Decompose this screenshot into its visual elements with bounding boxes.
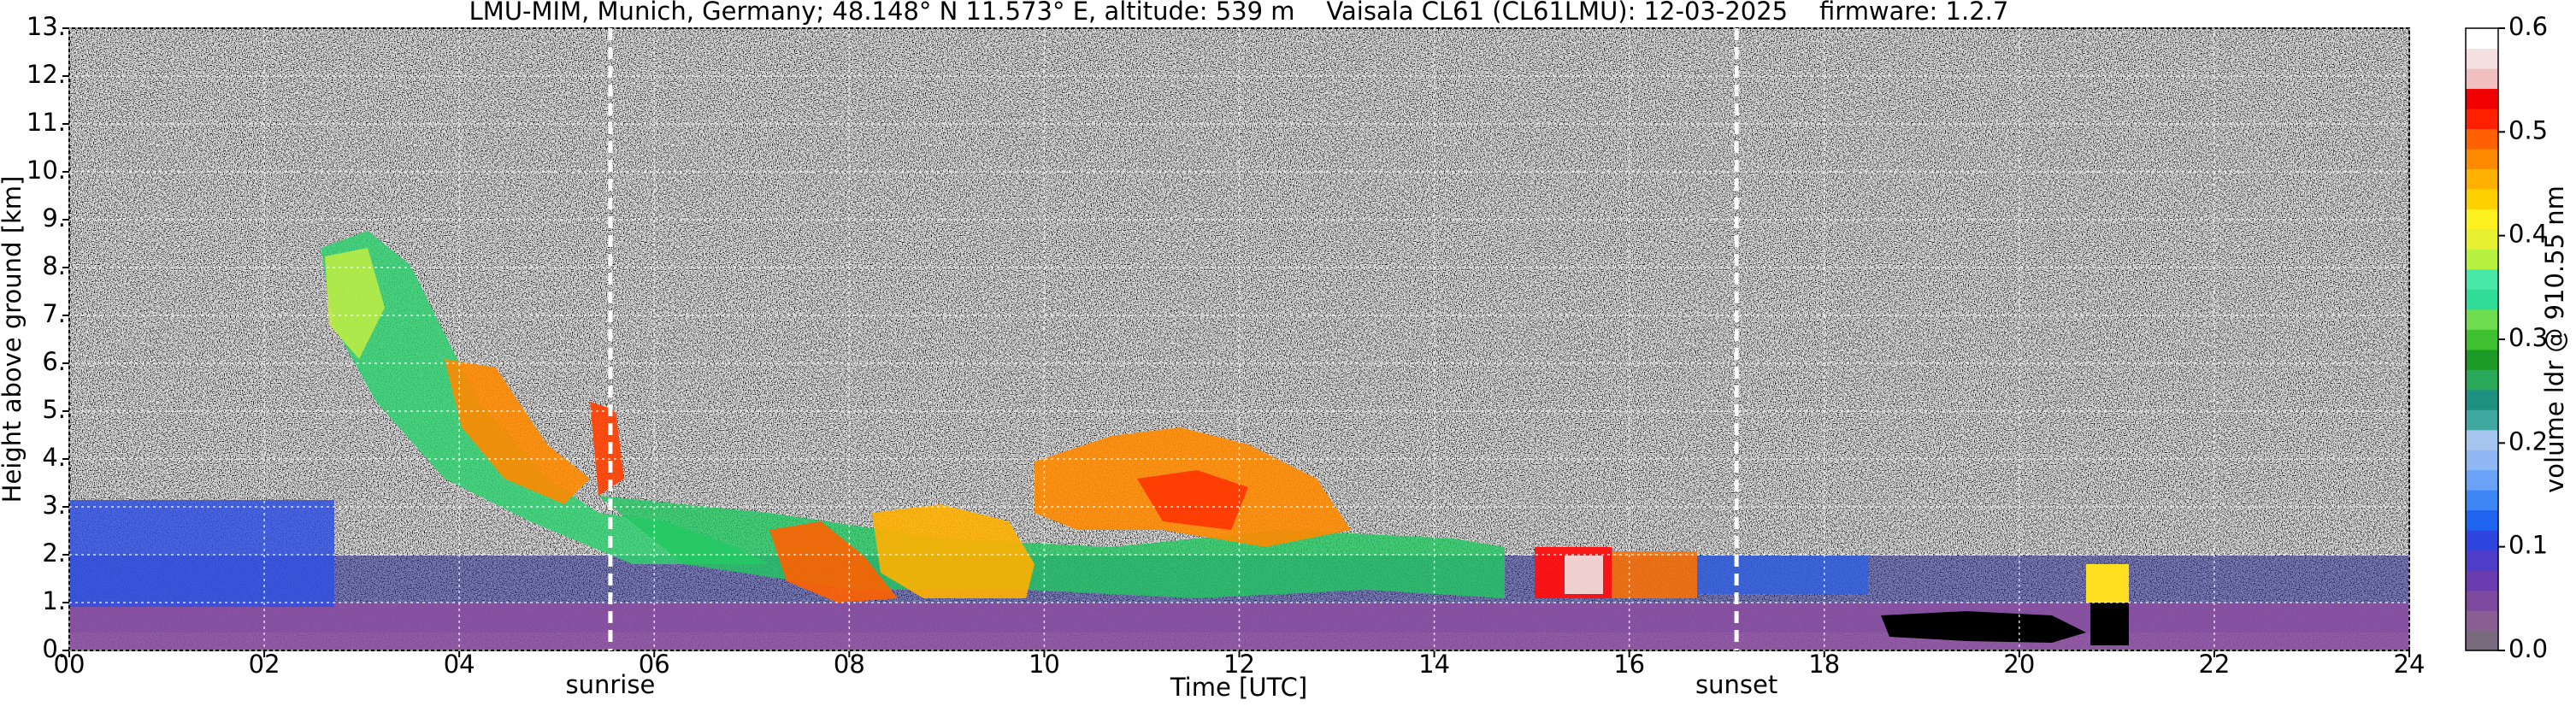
y-tick-label: 10. <box>27 156 66 185</box>
x-axis-label: Time [UTC] <box>1170 673 1307 702</box>
colorbar-tick-label: 0.1 <box>2508 531 2548 560</box>
low-cloud-core <box>1565 556 1603 594</box>
colorbar-segment <box>2466 369 2498 391</box>
x-tick-label: 02 <box>249 650 280 679</box>
cirrus-top <box>325 248 385 359</box>
cirrus-core <box>445 359 590 504</box>
colorbar-tick-label: 0.3 <box>2508 323 2548 352</box>
x-tick-label: 22 <box>2198 650 2230 679</box>
blocked <box>1881 611 2086 643</box>
colorbar-segment <box>2466 509 2498 531</box>
colorbar-segment <box>2466 209 2498 230</box>
colorbar-segment <box>2466 469 2498 491</box>
colorbar-segment <box>2466 530 2498 551</box>
x-tick-label: 20 <box>2003 650 2035 679</box>
colorbar-segment <box>2466 289 2498 310</box>
colorbar-segment <box>2466 570 2498 591</box>
y-tick-label: 8. <box>42 251 66 280</box>
patch <box>872 504 1035 598</box>
colorbar-segment <box>2466 108 2498 130</box>
colorbar-tick-label: 0.4 <box>2508 220 2548 249</box>
patch <box>769 521 898 603</box>
colorbar-segment <box>2466 309 2498 330</box>
x-tick-label: 24 <box>2394 650 2426 679</box>
chart-title: LMU-MIM, Munich, Germany; 48.148° N 11.5… <box>469 0 2009 26</box>
colorbar-segment <box>2466 389 2498 410</box>
colorbar-segment <box>2466 188 2498 209</box>
colorbar-segment <box>2466 128 2498 150</box>
cirrus <box>321 231 769 564</box>
y-tick-label: 9. <box>42 203 66 232</box>
colorbar-segment <box>2466 68 2498 90</box>
colorbar-tick-label: 0.5 <box>2508 115 2548 144</box>
x-tick-label: 12 <box>1223 650 1255 679</box>
colorbar-segment <box>2466 329 2498 350</box>
colorbar-segment <box>2466 249 2498 270</box>
colorbar-segment <box>2466 429 2498 450</box>
y-tick-label: 1. <box>42 586 66 615</box>
colorbar-segment <box>2466 450 2498 471</box>
low-cloud <box>1612 551 1697 598</box>
y-tick-label: 0. <box>42 634 66 663</box>
x-tick-label: 16 <box>1613 650 1645 679</box>
colorbar-segment <box>2466 88 2498 109</box>
y-tick-label: 6. <box>42 347 66 376</box>
colorbar-segment <box>2466 610 2498 632</box>
cirrus-fall <box>590 402 624 496</box>
colorbar-segment <box>2466 168 2498 190</box>
x-tick-label: 10 <box>1029 650 1060 679</box>
colorbar-segment <box>2466 268 2498 290</box>
colorbar-tick-label: 0.6 <box>2508 12 2548 41</box>
y-axis-label: Height above ground [km] <box>0 176 27 503</box>
x-tick-label: 08 <box>834 650 865 679</box>
y-tick-label: 12. <box>27 60 66 89</box>
y-tick-label: 2. <box>42 538 66 568</box>
colorbar-tick-label: 0.0 <box>2508 634 2548 663</box>
colorbar-label: volume ldr @ 910.55 nm <box>2540 185 2569 493</box>
colorbar-segment <box>2466 228 2498 250</box>
x-tick-label: 00 <box>54 650 85 679</box>
y-tick-label: 4. <box>42 443 66 472</box>
marker-label: sunset <box>1695 670 1777 699</box>
y-tick-label: 3. <box>42 491 66 520</box>
x-tick-label: 18 <box>1808 650 1840 679</box>
patch <box>1137 470 1248 530</box>
colorbar-segment <box>2466 48 2498 69</box>
colorbar-segment <box>2466 148 2498 169</box>
x-tick-label: 14 <box>1418 650 1450 679</box>
colorbar-segment <box>2466 490 2498 511</box>
x-tick-label: 04 <box>444 650 475 679</box>
x-tick-label: 06 <box>639 650 670 679</box>
marker-label: sunrise <box>566 670 656 699</box>
y-tick-label: 11. <box>27 108 66 137</box>
low-cloud <box>2086 564 2129 603</box>
y-tick-label: 7. <box>42 299 66 328</box>
y-tick-label: 13. <box>27 12 66 41</box>
low-cloud <box>1697 556 1868 594</box>
blocked <box>2090 603 2129 645</box>
colorbar-segment <box>2466 590 2498 611</box>
colorbar-segment <box>2466 28 2498 50</box>
colorbar-segment <box>2466 550 2498 571</box>
colorbar-tick-label: 0.2 <box>2508 427 2548 456</box>
colorbar-segment <box>2466 349 2498 370</box>
colorbar-segment <box>2466 409 2498 431</box>
y-tick-label: 5. <box>42 395 66 424</box>
aerosol-layer <box>69 500 334 607</box>
colorbar-segment <box>2466 630 2498 651</box>
